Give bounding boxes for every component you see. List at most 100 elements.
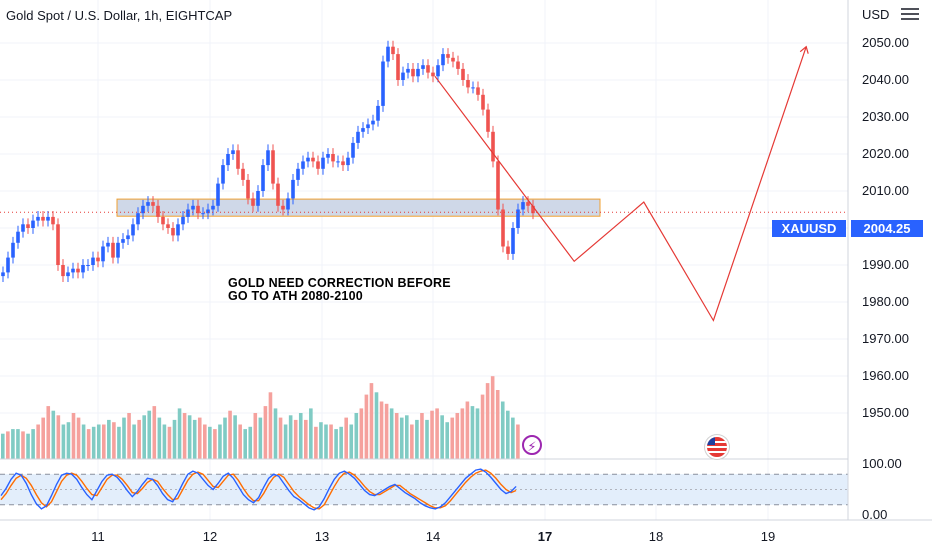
oscillator-tick-label: 0.00 [862, 507, 887, 522]
volume-bar [132, 424, 136, 459]
volume-bar [102, 424, 106, 459]
volume-bar [36, 424, 40, 459]
volume-bar [147, 410, 152, 459]
volume-bar [71, 413, 76, 459]
volume-bar [394, 413, 399, 459]
volume-bar [440, 415, 444, 459]
candle-body [61, 265, 65, 277]
candle-body [341, 161, 345, 166]
candle-body [466, 80, 470, 88]
candle-body [401, 72, 405, 80]
time-tick-label: 13 [315, 529, 329, 544]
volume-bar [61, 424, 66, 459]
volume-bar [56, 415, 61, 459]
volume-bar [344, 417, 348, 459]
volume-bar [16, 429, 20, 459]
volume-bar [374, 392, 379, 459]
text-annotation[interactable]: GOLD NEED CORRECTION BEFORE GO TO ATH 20… [228, 277, 451, 303]
candle-body [481, 94, 485, 110]
candle-body [16, 231, 20, 243]
candle-body [191, 205, 195, 210]
volume-bar [253, 413, 258, 459]
candle-body [506, 246, 510, 254]
candle-body [6, 257, 10, 273]
volume-bar [506, 410, 510, 459]
volume-bar [435, 408, 439, 459]
price-tick-label: 1970.00 [862, 331, 909, 346]
volume-bar [76, 417, 81, 459]
candle-body [131, 224, 135, 236]
candle-body [256, 191, 260, 206]
price-tick-label: 2010.00 [862, 183, 909, 198]
volume-bar [450, 417, 455, 459]
volume-bar [379, 401, 384, 459]
candle-body [136, 213, 140, 225]
price-tick-label: 2040.00 [862, 72, 909, 87]
volume-bar [6, 431, 10, 459]
candle-body [216, 183, 220, 206]
lightning-icon[interactable]: ⚡ [522, 435, 542, 455]
time-tick-label: 17 [538, 529, 552, 544]
candle-body [181, 216, 185, 225]
us-flag-icon[interactable] [705, 435, 729, 459]
volume-bar [152, 406, 157, 459]
candle-body [436, 65, 440, 77]
volume-bar [107, 419, 111, 459]
candle-body [446, 54, 450, 58]
symbol-price-tag[interactable]: XAUUSD [772, 220, 846, 237]
candle-body [411, 68, 415, 77]
candle-body [116, 242, 120, 258]
oscillator-tick-label: 100.00 [862, 456, 902, 471]
candle-body [106, 242, 110, 247]
volume-bar [495, 390, 500, 459]
volume-bar [283, 424, 288, 459]
candle-body [146, 202, 150, 206]
candle-body [41, 216, 45, 221]
support-zone[interactable] [116, 198, 601, 217]
volume-bar [233, 415, 237, 459]
volume-bar [172, 419, 177, 459]
volume-bar [465, 401, 470, 459]
volume-bar [91, 426, 96, 459]
candle-body [356, 131, 360, 143]
candle-body [321, 157, 325, 169]
volume-bar [324, 424, 328, 459]
price-tick-label: 2050.00 [862, 35, 909, 50]
candle-body [96, 257, 100, 262]
volume-bar [96, 424, 101, 459]
volume-bar [304, 419, 308, 459]
candle-body [21, 224, 25, 232]
candle-body [426, 65, 430, 73]
candle-body [531, 205, 535, 214]
volume-bar [51, 410, 56, 459]
volume-bar [192, 419, 197, 459]
volume-bar [500, 401, 505, 459]
candle-body [211, 205, 215, 210]
candle-body [121, 239, 125, 243]
projection-arrowhead [799, 45, 809, 54]
candle-body [501, 209, 505, 247]
volume-bar [208, 426, 212, 459]
candle-body [451, 57, 455, 62]
current-price-tag: 2004.25 [851, 220, 923, 237]
volume-bar [112, 422, 116, 459]
candle-body [251, 198, 255, 206]
candle-body [236, 150, 240, 169]
candle-body [266, 150, 270, 166]
candle-body [1, 272, 5, 277]
candle-body [511, 228, 515, 254]
volume-bar [425, 419, 429, 459]
candle-body [366, 124, 370, 129]
time-tick-label: 12 [203, 529, 217, 544]
volume-bar [187, 415, 192, 459]
volume-bar [384, 403, 389, 459]
candle-body [486, 109, 490, 132]
candle-body [521, 202, 525, 210]
menu-icon[interactable] [899, 5, 921, 23]
annotation-line-2: GO TO ATH 2080-2100 [228, 289, 363, 303]
volume-bar [511, 417, 515, 459]
projection-drawing[interactable] [434, 45, 809, 322]
volume-bar [31, 429, 35, 459]
volume-bar [298, 413, 303, 459]
